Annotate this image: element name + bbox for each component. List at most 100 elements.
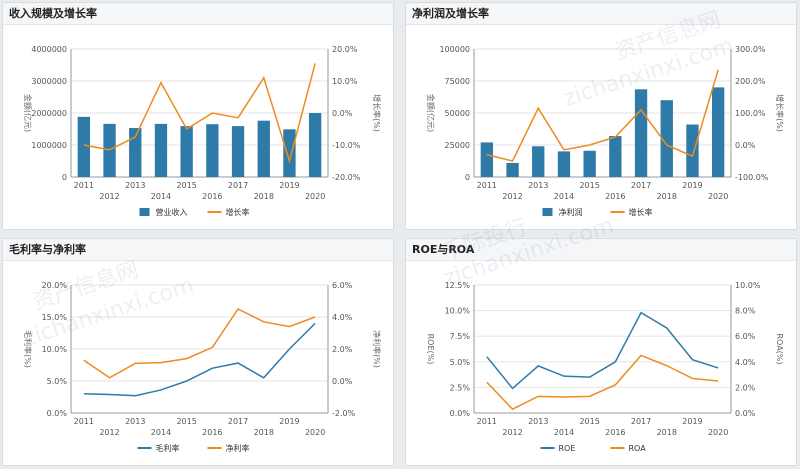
left-tick-label: 0.0% bbox=[47, 409, 68, 418]
x-tick-label: 2016 bbox=[605, 192, 625, 201]
bar bbox=[257, 120, 270, 177]
x-tick-label: 2019 bbox=[682, 417, 702, 426]
series-line bbox=[83, 63, 316, 164]
bar bbox=[231, 126, 245, 177]
left-tick-label: 10.0% bbox=[445, 307, 471, 316]
x-tick-label: 2015 bbox=[176, 181, 196, 190]
legend-swatch bbox=[139, 208, 150, 216]
x-tick-label: 2013 bbox=[528, 181, 548, 190]
x-tick-label: 2014 bbox=[554, 428, 574, 437]
net-profit-chart: 0 25000 50000 75000 100000 -100.0% 0.0% 100.0% 2… bbox=[426, 45, 785, 217]
left-tick-label: 2.5% bbox=[450, 383, 471, 392]
x-tick-label: 2013 bbox=[125, 181, 145, 190]
x-tick-label: 2016 bbox=[202, 192, 222, 201]
left-axis-title: ROE(%) bbox=[426, 334, 435, 365]
series-line bbox=[486, 311, 719, 390]
right-tick-label: 0.0% bbox=[332, 109, 353, 118]
right-tick-label: 6.0% bbox=[332, 281, 353, 290]
x-tick-label: 2014 bbox=[554, 192, 574, 201]
revenue-panel: 收入规模及增长率 0 1000000 2000000 3000000 4000000 -2… bbox=[2, 2, 394, 230]
series-line bbox=[83, 308, 316, 379]
x-tick-label: 2011 bbox=[477, 181, 497, 190]
legend-swatch bbox=[542, 208, 553, 216]
left-axis-title: 金额(亿元) bbox=[23, 94, 33, 132]
right-tick-label: 300.0% bbox=[735, 45, 766, 54]
x-tick-label: 2020 bbox=[708, 192, 728, 201]
bar bbox=[686, 124, 699, 177]
series-line bbox=[486, 69, 719, 162]
right-tick-label: 10.0% bbox=[332, 77, 358, 86]
roe-roa-chart: 0.0% 2.5% 5.0% 7.5% 10.0% 12.5% 0.0% 2.0% 4.0% 6.… bbox=[426, 281, 784, 453]
bar bbox=[308, 113, 322, 177]
x-tick-label: 2011 bbox=[74, 417, 94, 426]
legend-label: 净利率 bbox=[226, 443, 250, 453]
left-tick-label: 5.0% bbox=[47, 377, 68, 386]
left-axis-title: 金额(亿元) bbox=[426, 94, 436, 132]
panel-title: 收入规模及增长率 bbox=[3, 3, 393, 25]
left-tick-label: 0 bbox=[62, 173, 67, 182]
legend-label: ROE bbox=[559, 444, 576, 453]
x-tick-label: 2017 bbox=[228, 181, 248, 190]
series-line bbox=[486, 354, 719, 411]
roe-roa-panel: ROE与ROA 0.0% 2.5% 5.0% 7.5% 10.0% 12.5% 0.0% 2.… bbox=[405, 238, 797, 466]
left-tick-label: 4000000 bbox=[31, 45, 67, 54]
x-tick-label: 2013 bbox=[528, 417, 548, 426]
right-axis-title: 净利率(%) bbox=[372, 330, 382, 368]
left-tick-label: 0.0% bbox=[450, 409, 471, 418]
x-tick-label: 2018 bbox=[254, 428, 274, 437]
revenue-chart: 0 1000000 2000000 3000000 4000000 -20.0% -10.0… bbox=[23, 45, 382, 217]
bar bbox=[506, 162, 519, 177]
left-tick-label: 50000 bbox=[445, 109, 470, 118]
x-tick-label: 2017 bbox=[631, 181, 651, 190]
x-tick-label: 2014 bbox=[151, 428, 171, 437]
bar bbox=[583, 150, 596, 177]
legend-label: 毛利率 bbox=[156, 443, 180, 453]
left-tick-label: 3000000 bbox=[31, 77, 67, 86]
right-tick-label: 20.0% bbox=[332, 45, 358, 54]
x-tick-label: 2015 bbox=[176, 417, 196, 426]
x-tick-label: 2016 bbox=[202, 428, 222, 437]
x-tick-label: 2019 bbox=[279, 417, 299, 426]
panel-title: 毛利率与净利率 bbox=[3, 239, 393, 261]
net-profit-panel: 净利润及增长率 0 25000 50000 75000 100000 -100.0% 0.0… bbox=[405, 2, 797, 230]
right-tick-label: 200.0% bbox=[735, 77, 766, 86]
series-line bbox=[83, 322, 316, 397]
bar bbox=[660, 100, 673, 177]
left-tick-label: 12.5% bbox=[445, 281, 471, 290]
x-tick-label: 2019 bbox=[279, 181, 299, 190]
x-tick-label: 2018 bbox=[657, 428, 677, 437]
right-axis-title: 增长率(%) bbox=[372, 94, 382, 132]
legend-label: 增长率 bbox=[629, 207, 653, 217]
right-tick-label: 100.0% bbox=[735, 109, 766, 118]
x-tick-label: 2013 bbox=[125, 417, 145, 426]
x-tick-label: 2011 bbox=[477, 417, 497, 426]
x-tick-label: 2012 bbox=[99, 192, 119, 201]
left-tick-label: 10.0% bbox=[42, 345, 68, 354]
left-tick-label: 75000 bbox=[445, 77, 470, 86]
left-tick-label: 1000000 bbox=[31, 141, 67, 150]
margin-chart: 0.0% 5.0% 10.0% 15.0% 20.0% -2.0% 0.0% 2.0% 4.0%… bbox=[23, 281, 382, 453]
x-tick-label: 2020 bbox=[305, 428, 325, 437]
bar bbox=[180, 126, 193, 177]
bar bbox=[634, 89, 648, 177]
left-tick-label: 0 bbox=[465, 173, 470, 182]
bar bbox=[129, 128, 142, 177]
left-axis-title: 毛利率(%) bbox=[23, 330, 33, 368]
panel-title: 净利润及增长率 bbox=[406, 3, 796, 25]
right-tick-label: 0.0% bbox=[735, 141, 756, 150]
legend-label: ROA bbox=[629, 444, 647, 453]
bar bbox=[532, 146, 545, 177]
bar bbox=[480, 142, 494, 177]
right-tick-label: -2.0% bbox=[332, 409, 356, 418]
x-tick-label: 2015 bbox=[579, 181, 599, 190]
legend-label: 净利润 bbox=[559, 207, 583, 217]
x-tick-label: 2018 bbox=[254, 192, 274, 201]
right-tick-label: 2.0% bbox=[735, 383, 756, 392]
bar bbox=[154, 123, 168, 177]
right-axis-title: ROA(%) bbox=[775, 333, 784, 364]
left-tick-label: 25000 bbox=[445, 141, 470, 150]
legend-label: 增长率 bbox=[226, 207, 250, 217]
x-tick-label: 2019 bbox=[682, 181, 702, 190]
bar bbox=[77, 116, 91, 177]
bar bbox=[283, 129, 296, 177]
